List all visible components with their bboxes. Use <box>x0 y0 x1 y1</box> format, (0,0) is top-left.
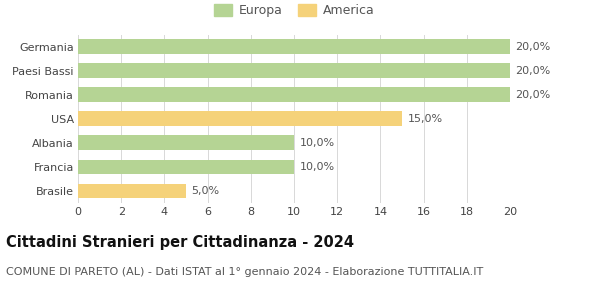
Bar <box>78 184 186 198</box>
Bar <box>78 111 402 126</box>
Text: 15,0%: 15,0% <box>407 114 443 124</box>
Text: 10,0%: 10,0% <box>299 162 335 172</box>
Legend: Europa, America: Europa, America <box>209 0 379 22</box>
Text: 20,0%: 20,0% <box>515 90 551 100</box>
Bar <box>78 160 294 174</box>
Text: 20,0%: 20,0% <box>515 66 551 76</box>
Text: Cittadini Stranieri per Cittadinanza - 2024: Cittadini Stranieri per Cittadinanza - 2… <box>6 235 354 250</box>
Bar <box>78 87 510 102</box>
Text: COMUNE DI PARETO (AL) - Dati ISTAT al 1° gennaio 2024 - Elaborazione TUTTITALIA.: COMUNE DI PARETO (AL) - Dati ISTAT al 1°… <box>6 267 483 277</box>
Bar <box>78 64 510 78</box>
Text: 5,0%: 5,0% <box>191 186 220 196</box>
Bar <box>78 135 294 151</box>
Text: 20,0%: 20,0% <box>515 42 551 52</box>
Bar <box>78 39 510 54</box>
Text: 10,0%: 10,0% <box>299 138 335 148</box>
